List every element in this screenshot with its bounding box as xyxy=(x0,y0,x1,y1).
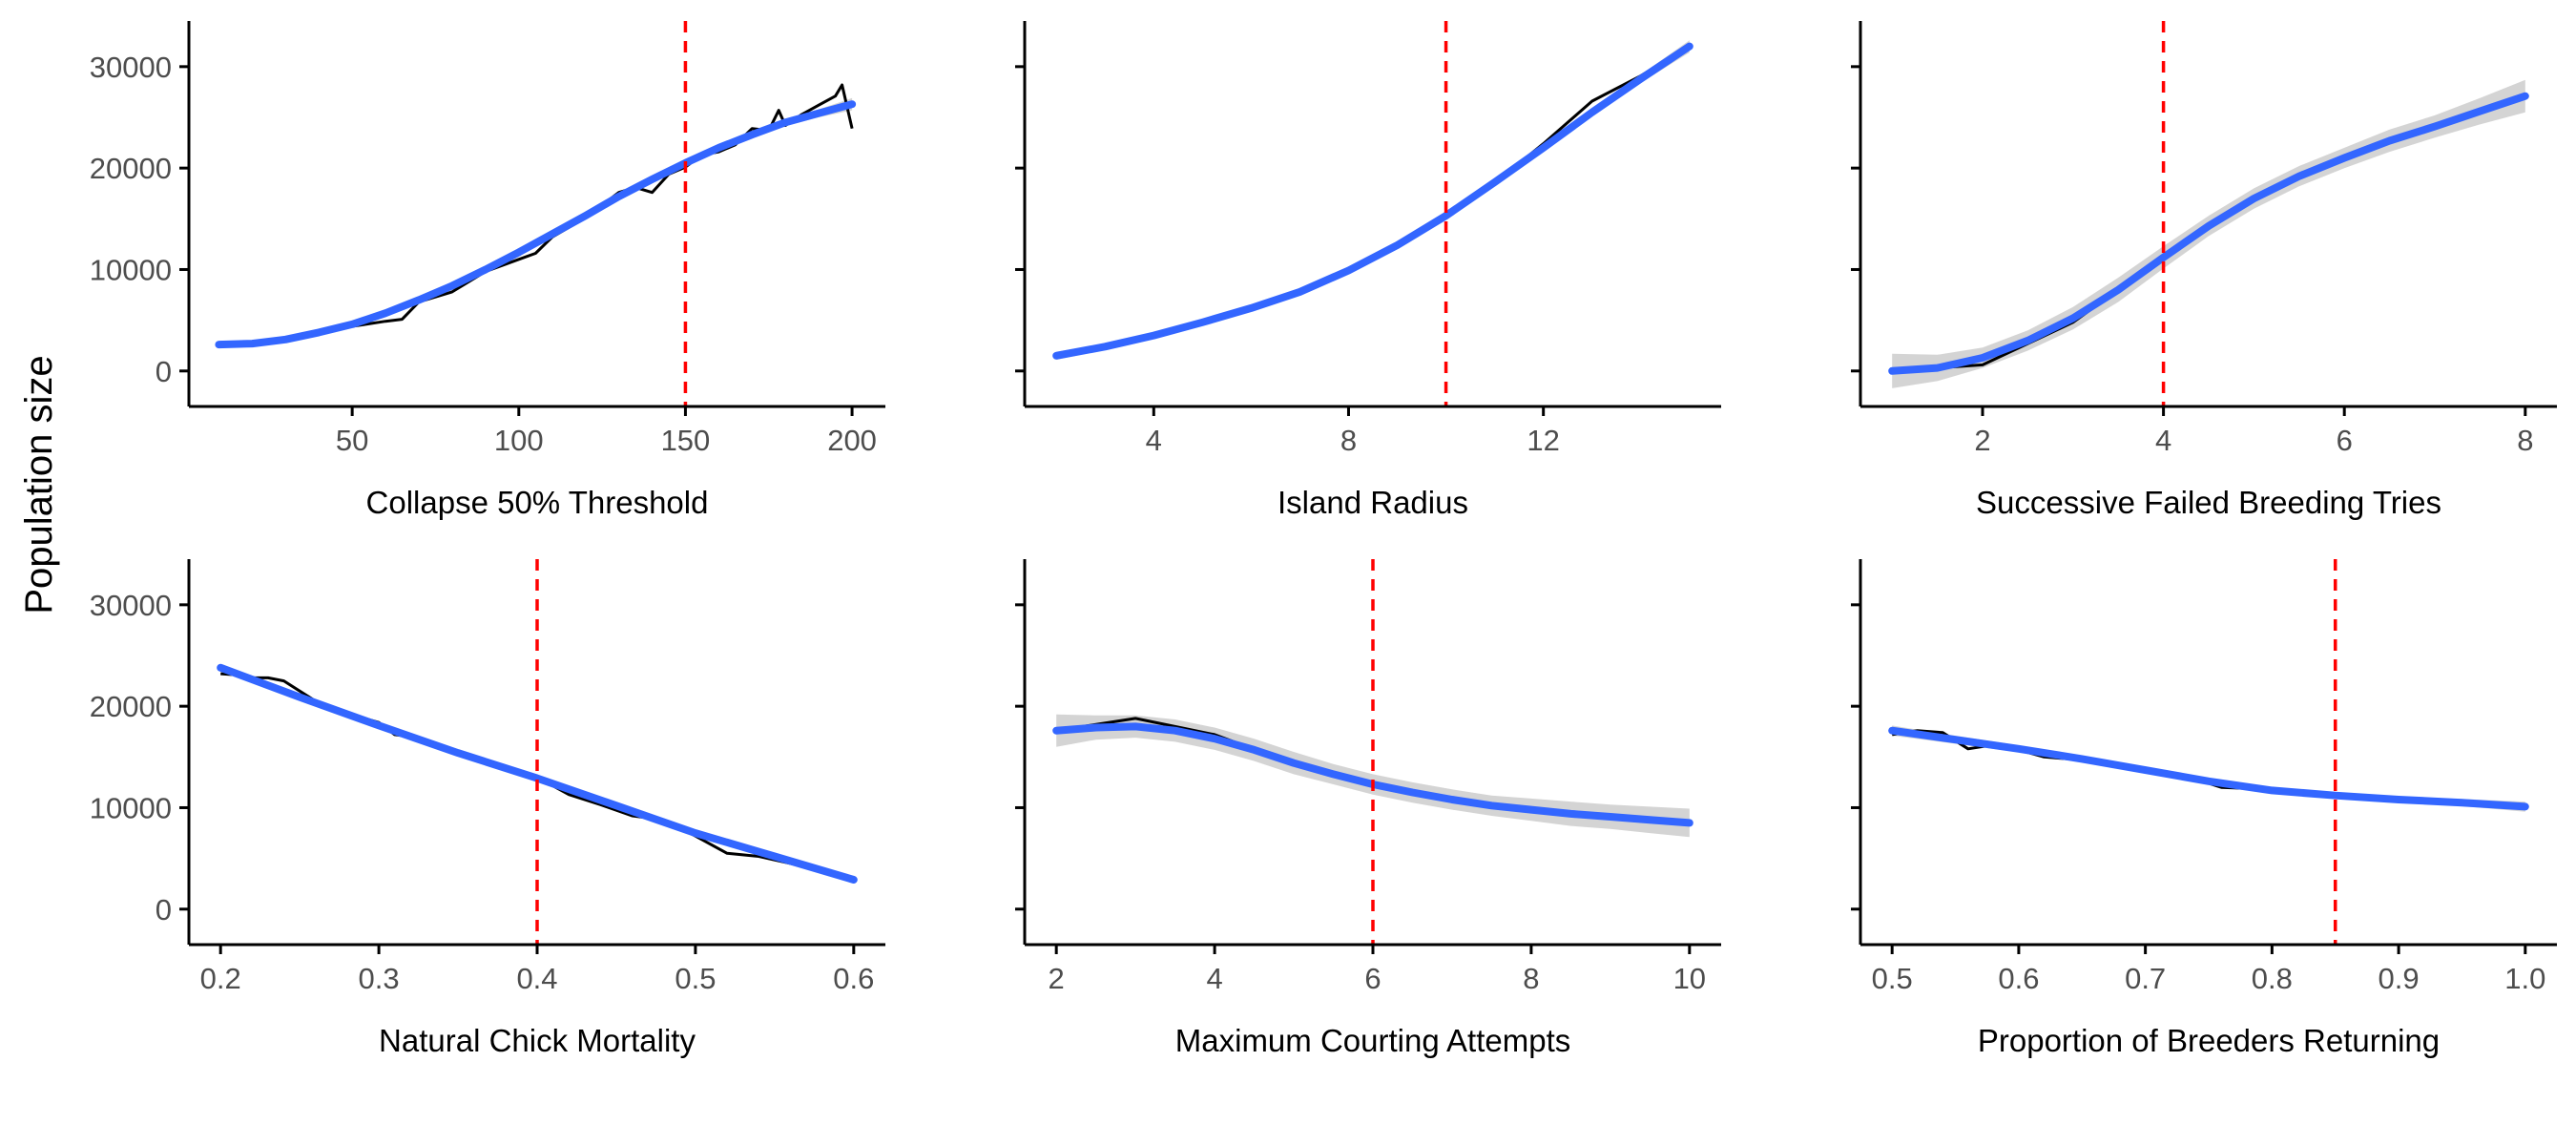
y-tick-label: 10000 xyxy=(90,791,172,824)
y-axis-title: Population size xyxy=(18,355,60,614)
x-tick-label: 6 xyxy=(1364,962,1381,995)
x-tick-label: 4 xyxy=(1146,424,1162,457)
panel-2: 4 8 12 Island Radius xyxy=(1015,21,1721,520)
panel-6: 0.5 0.6 0.7 0.8 0.9 1.0 Proportion of Breeders… xyxy=(1851,559,2557,1058)
y-tick-label: 0 xyxy=(156,893,172,926)
x-tick-label: 12 xyxy=(1527,424,1559,457)
panel-1: 0 10000 20000 30000 50 100 150 200 Collapse 50% … xyxy=(90,21,885,520)
smooth-series-line xyxy=(217,663,858,884)
x-tick-label: 50 xyxy=(336,424,368,457)
x-tick-label: 0.8 xyxy=(2252,962,2293,995)
x-tick-label: 4 xyxy=(2155,424,2171,457)
panel-5: 2 4 6 8 10 Maximum Courting Attempts xyxy=(1015,559,1721,1058)
y-tick-label: 30000 xyxy=(90,51,172,84)
y-tick-label: 20000 xyxy=(90,690,172,723)
x-tick-label: 0.2 xyxy=(200,962,241,995)
x-axis-title: Maximum Courting Attempts xyxy=(1175,1023,1570,1058)
x-tick-label: 0.6 xyxy=(833,962,874,995)
raw-series-line xyxy=(218,83,854,345)
x-tick-label: 0.3 xyxy=(359,962,400,995)
x-tick-label: 0.5 xyxy=(675,962,716,995)
y-tick-label: 20000 xyxy=(90,152,172,185)
smooth-series-line xyxy=(215,100,857,349)
smooth-series-line xyxy=(1888,92,2529,375)
y-tick-label: 0 xyxy=(156,355,172,388)
x-axis-title: Island Radius xyxy=(1278,485,1468,520)
x-tick-label: 8 xyxy=(1340,424,1357,457)
x-tick-label: 0.5 xyxy=(1872,962,1913,995)
x-tick-label: 8 xyxy=(2517,424,2533,457)
confidence-ribbon xyxy=(1056,40,1690,361)
x-tick-label: 0.9 xyxy=(2379,962,2420,995)
x-tick-label: 0.6 xyxy=(1998,962,2039,995)
x-axis-title: Natural Chick Mortality xyxy=(379,1023,696,1058)
x-tick-label: 8 xyxy=(1523,962,1539,995)
x-tick-label: 1.0 xyxy=(2504,962,2545,995)
x-tick-label: 0.7 xyxy=(2125,962,2166,995)
raw-series-line xyxy=(1055,45,1691,358)
panel-3: 2 4 6 8 Successive Failed Breeding Tries xyxy=(1851,21,2557,520)
x-tick-label: 2 xyxy=(1049,962,1065,995)
x-tick-label: 200 xyxy=(827,424,877,457)
smooth-series-line xyxy=(1052,42,1693,360)
x-axis-title: Collapse 50% Threshold xyxy=(366,485,709,520)
x-tick-label: 100 xyxy=(494,424,544,457)
x-tick-label: 150 xyxy=(661,424,711,457)
x-tick-label: 0.4 xyxy=(516,962,557,995)
x-tick-label: 6 xyxy=(2337,424,2353,457)
x-tick-label: 2 xyxy=(1974,424,1990,457)
smooth-series-line xyxy=(1888,726,2529,811)
x-axis-title: Successive Failed Breeding Tries xyxy=(1976,485,2441,520)
x-tick-label: 10 xyxy=(1673,962,1706,995)
panel-4: 0 10000 20000 30000 0.2 0.3 0.4 0.5 0.6 Natural C… xyxy=(90,559,885,1058)
confidence-ribbon xyxy=(1892,79,2525,388)
x-axis-title: Proportion of Breeders Returning xyxy=(1978,1023,2440,1058)
y-tick-label: 30000 xyxy=(90,589,172,622)
x-tick-label: 4 xyxy=(1206,962,1222,995)
y-tick-label: 10000 xyxy=(90,253,172,286)
